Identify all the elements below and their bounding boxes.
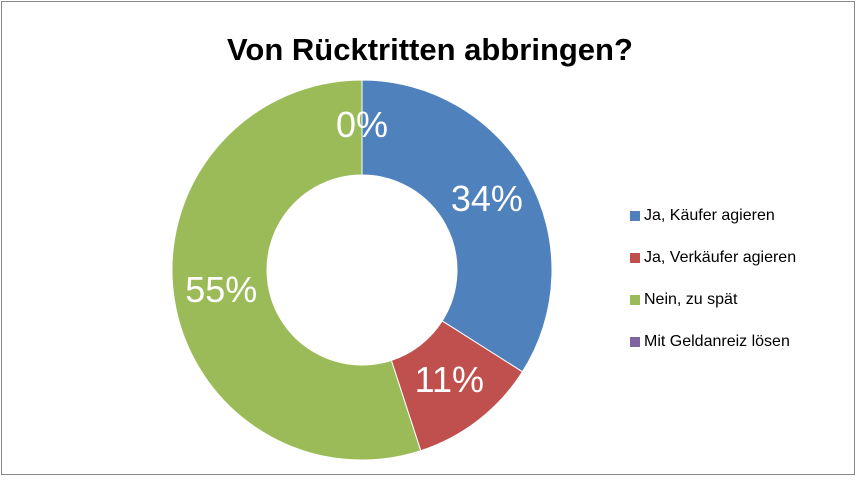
legend-label: Nein, zu spät xyxy=(644,291,738,308)
chart-title: Von Rücktritten abbringen? xyxy=(227,32,633,67)
data-label: 55% xyxy=(185,269,257,310)
data-label: 11% xyxy=(415,359,484,400)
legend-swatch xyxy=(630,295,640,305)
slice xyxy=(171,79,422,461)
legend-swatch xyxy=(630,211,640,221)
legend-swatch xyxy=(630,253,640,263)
data-label: 0% xyxy=(336,104,388,145)
data-label: 34% xyxy=(451,178,523,219)
legend-label: Mit Geldanreiz lösen xyxy=(644,333,790,350)
slice xyxy=(361,79,553,373)
legend-label: Ja, Käufer agieren xyxy=(644,207,775,224)
legend-label: Ja, Verkäufer agieren xyxy=(644,249,796,266)
legend-swatch xyxy=(630,337,640,347)
